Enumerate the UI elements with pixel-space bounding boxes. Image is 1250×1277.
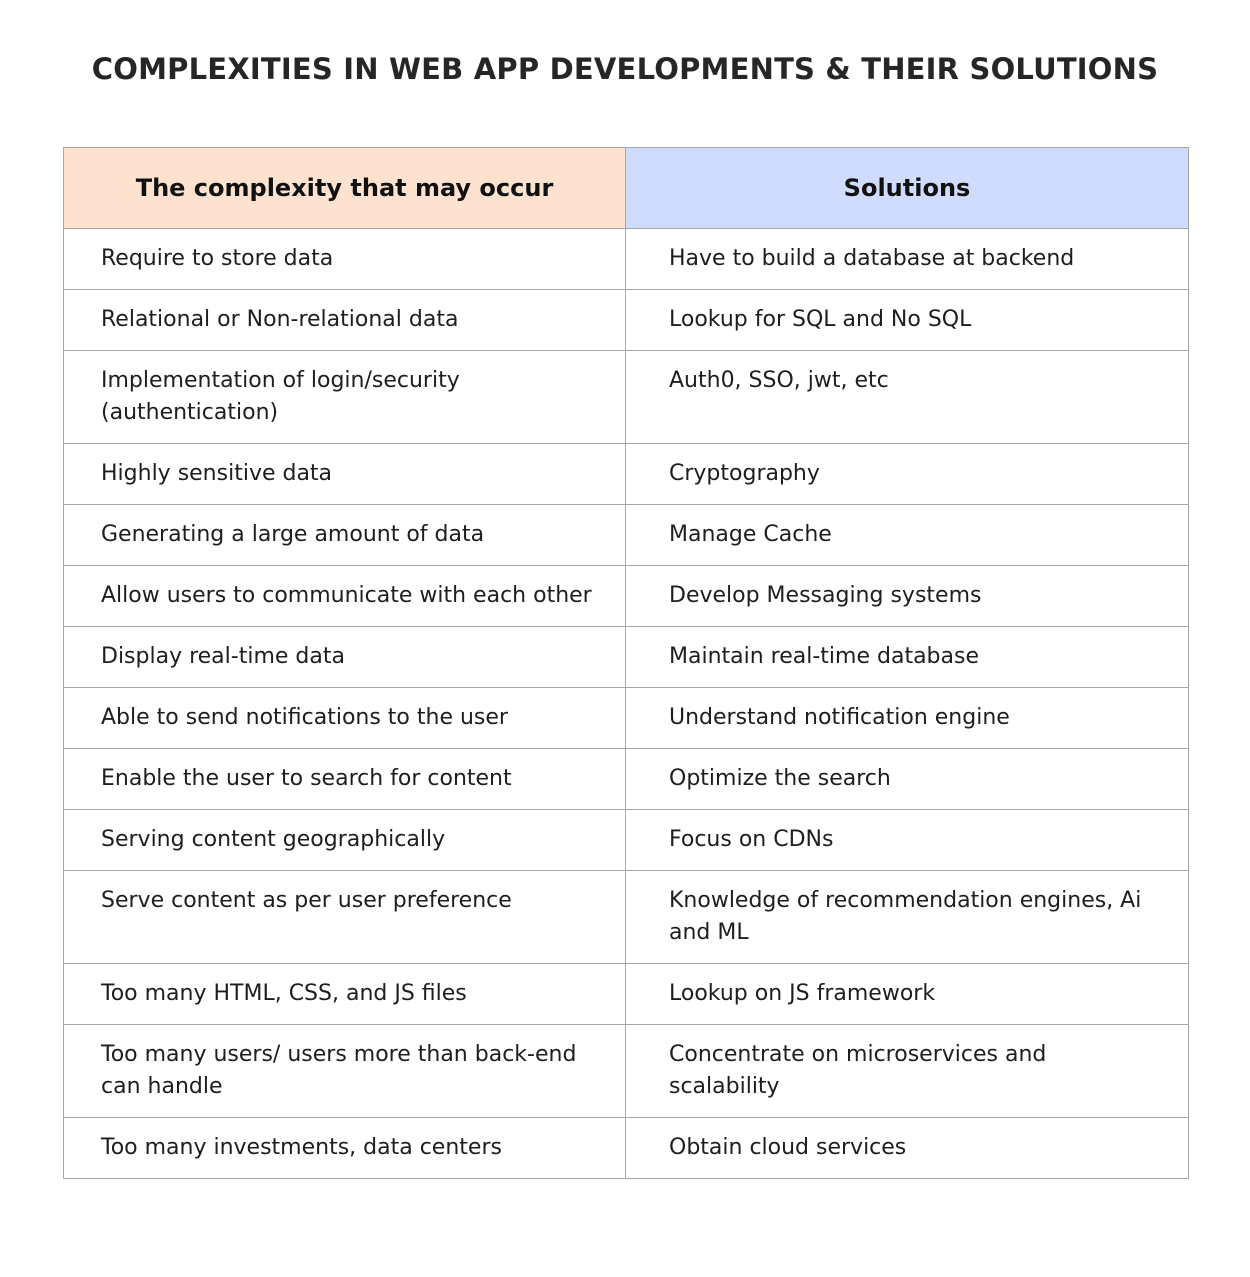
header-row: The complexity that may occur Solutions	[63, 147, 1189, 229]
table-cell: Allow users to communicate with each oth…	[63, 565, 626, 627]
table-cell: Require to store data	[63, 228, 626, 290]
table-cell: Develop Messaging systems	[625, 565, 1189, 627]
table-row: Enable the user to search for content Opt…	[63, 748, 1189, 810]
table-cell: Maintain real-time database	[625, 626, 1189, 688]
table-cell: Too many users/ users more than back-end…	[63, 1024, 626, 1118]
table-row: Too many HTML, CSS, and JS files Lookup o…	[63, 963, 1189, 1025]
table-row: Serve content as per user preference Know…	[63, 870, 1189, 964]
table-row: Require to store data Have to build a dat…	[63, 228, 1189, 290]
table-cell: Concentrate on microservices and scalabi…	[625, 1024, 1189, 1118]
header-cell: Solutions	[625, 147, 1189, 229]
table-row: Allow users to communicate with each oth…	[63, 565, 1189, 627]
table-cell: Manage Cache	[625, 504, 1189, 566]
table-cell: Auth0, SSO, jwt, etc	[625, 350, 1189, 444]
table-cell: Serving content geographically	[63, 809, 626, 871]
table-cell: Implementation of login/security (authen…	[63, 350, 626, 444]
table-cell: Serve content as per user preference	[63, 870, 626, 964]
table-cell: Too many HTML, CSS, and JS files	[63, 963, 626, 1025]
table-row: Generating a large amount of data Manage …	[63, 504, 1189, 566]
table-cell: Relational or Non-relational data	[63, 289, 626, 351]
table-row: Able to send notifications to the user Un…	[63, 687, 1189, 749]
table-cell: Lookup on JS framework	[625, 963, 1189, 1025]
table-cell: Too many investments, data centers	[63, 1117, 626, 1179]
table-cell: Able to send notifications to the user	[63, 687, 626, 749]
table-cell: Generating a large amount of data	[63, 504, 626, 566]
table-cell: Optimize the search	[625, 748, 1189, 810]
table-body: Require to store data Have to build a dat…	[63, 228, 1189, 1179]
table-cell: Enable the user to search for content	[63, 748, 626, 810]
page-title: COMPLEXITIES IN WEB APP DEVELOPMENTS & T…	[91, 52, 1159, 86]
table-cell: Cryptography	[625, 443, 1189, 505]
table-cell: Have to build a database at backend	[625, 228, 1189, 290]
table-cell: Understand notification engine	[625, 687, 1189, 749]
table-cell: Knowledge of recommendation engines, Ai …	[625, 870, 1189, 964]
table-row: Implementation of login/security (authen…	[63, 350, 1189, 444]
comparison-table: The complexity that may occur Solutions R…	[63, 147, 1189, 1179]
table-cell: Highly sensitive data	[63, 443, 626, 505]
table-row: Display real-time data Maintain real-time…	[63, 626, 1189, 688]
table-row: Too many users/ users more than back-end…	[63, 1024, 1189, 1118]
table-header: The complexity that may occur Solutions	[63, 147, 1189, 229]
table-cell: Focus on CDNs	[625, 809, 1189, 871]
table-cell: Display real-time data	[63, 626, 626, 688]
table-cell: Lookup for SQL and No SQL	[625, 289, 1189, 351]
table-row: Too many investments, data centers Obtain…	[63, 1117, 1189, 1179]
table-row: Serving content geographically Focus on C…	[63, 809, 1189, 871]
table-cell: Obtain cloud services	[625, 1117, 1189, 1179]
table-row: Highly sensitive data Cryptography	[63, 443, 1189, 505]
table-row: Relational or Non-relational data Lookup …	[63, 289, 1189, 351]
header-cell: The complexity that may occur	[63, 147, 626, 229]
